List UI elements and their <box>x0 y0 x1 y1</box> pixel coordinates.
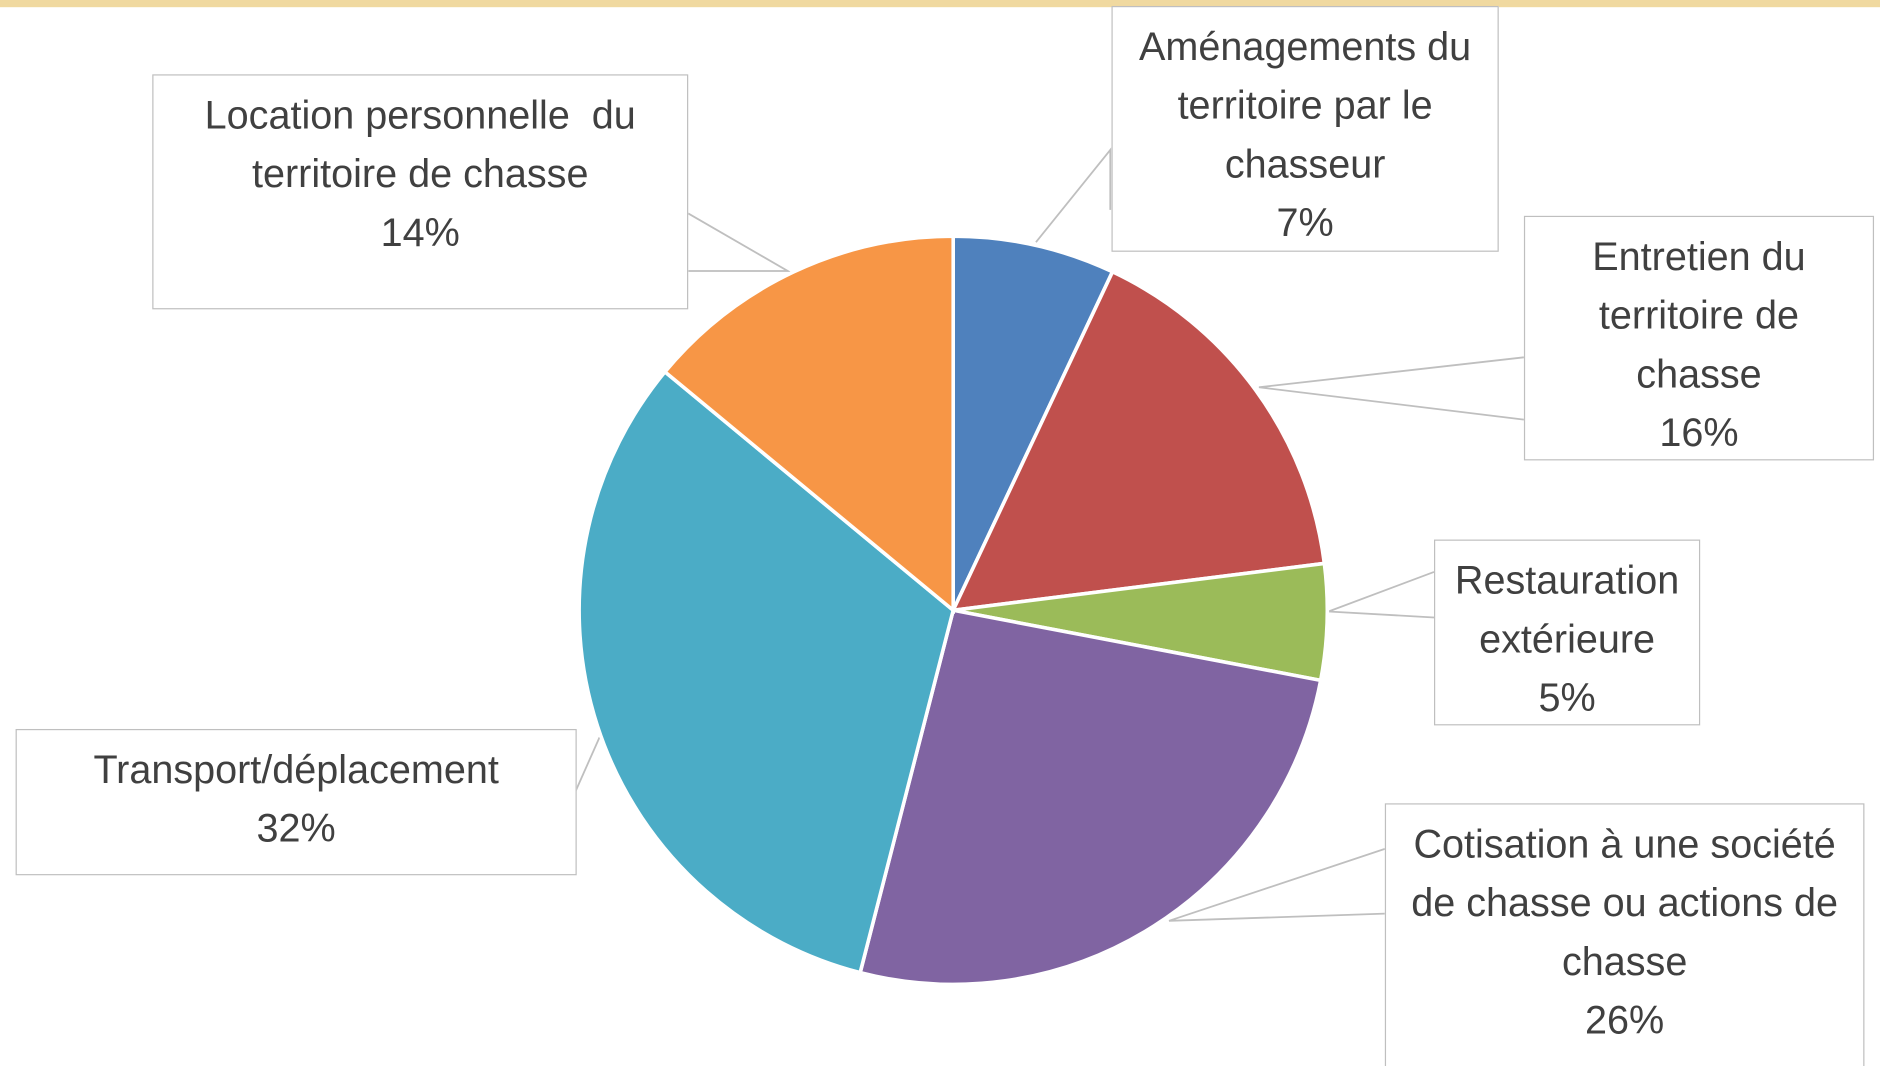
leader-lines <box>574 147 1525 922</box>
pie-slice <box>950 269 1327 613</box>
leader-line <box>574 737 601 792</box>
leader-line <box>687 212 792 272</box>
data-label: Transport/déplacement 32% <box>15 728 577 876</box>
leader-line <box>1328 571 1435 619</box>
value-label: 26% <box>1585 997 1665 1042</box>
pie-slice <box>662 234 956 615</box>
value-label: 16% <box>1659 410 1739 455</box>
category-label: Restauration extérieure <box>1454 557 1691 661</box>
category-label: Cotisation à une société de chasse ou ac… <box>1411 821 1850 984</box>
data-label: Cotisation à une société de chasse ou ac… <box>1384 803 1865 1066</box>
data-label: Location personnelle du territoire de ch… <box>152 74 689 310</box>
pie-slice <box>857 608 1323 987</box>
category-label: Transport/déplacement <box>93 746 499 792</box>
leader-line <box>1258 356 1525 421</box>
data-label: Aménagements du territoire par le chasse… <box>1111 5 1499 252</box>
top-band <box>0 0 1880 8</box>
value-label: 7% <box>1276 200 1334 245</box>
pie <box>577 234 1330 987</box>
category-label: Aménagements du territoire par le chasse… <box>1139 23 1483 186</box>
leader-line <box>1168 848 1386 922</box>
leader-line <box>1035 147 1112 243</box>
value-label: 5% <box>1538 675 1596 720</box>
category-label: Entretien du territoire de chasse <box>1592 233 1817 396</box>
value-label: 32% <box>256 805 336 851</box>
pie-slice <box>577 369 956 975</box>
value-label: 14% <box>380 209 460 255</box>
category-label: Location personnelle du territoire de ch… <box>204 92 647 196</box>
pie-slice <box>951 234 1115 612</box>
data-label: Restauration extérieure 5% <box>1434 539 1701 726</box>
data-label: Entretien du territoire de chasse 16% <box>1523 215 1875 461</box>
